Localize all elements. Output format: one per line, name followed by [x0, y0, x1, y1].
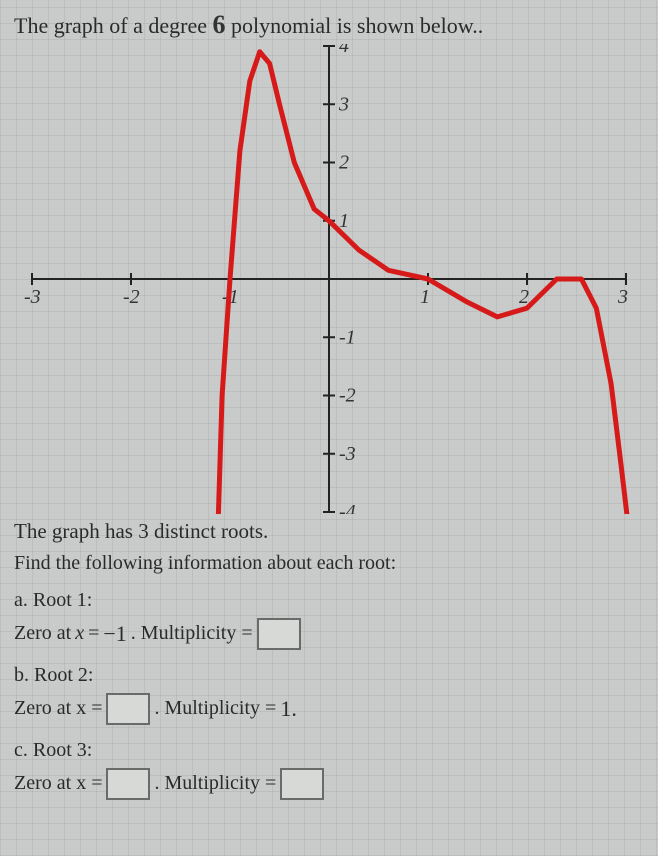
- root-c-mult-input[interactable]: [280, 768, 324, 800]
- root-b-mult-label: . Multiplicity =: [154, 697, 276, 720]
- root-a-mult-label: . Multiplicity =: [131, 622, 253, 645]
- roots-count-line: The graph has 3 distinct roots.: [14, 516, 644, 548]
- root-c-block: c. Root 3: Zero at x = . Multiplicity =: [14, 739, 644, 800]
- svg-text:4: 4: [339, 44, 349, 57]
- polynomial-graph: -3-2-1123-4-3-2-11234: [24, 44, 634, 514]
- root-b-given: 1.: [280, 696, 297, 722]
- svg-text:-3: -3: [339, 443, 356, 465]
- root-a-given: −1: [103, 621, 126, 647]
- title-post: polynomial is shown below..: [226, 13, 484, 38]
- root-c-zero-input[interactable]: [106, 768, 150, 800]
- svg-text:-2: -2: [339, 385, 356, 407]
- root-b-label: b. Root 2:: [14, 664, 644, 687]
- svg-text:1: 1: [339, 210, 349, 232]
- root-a-eq: =: [88, 622, 99, 645]
- root-c-mult-label: . Multiplicity =: [154, 772, 276, 795]
- roots-instruction-line: Find the following information about eac…: [14, 552, 644, 575]
- degree-number: 6: [213, 10, 226, 39]
- svg-text:3: 3: [617, 286, 628, 308]
- svg-text:-2: -2: [123, 286, 140, 308]
- svg-text:-4: -4: [339, 501, 356, 514]
- root-b-block: b. Root 2: Zero at x = . Multiplicity = …: [14, 664, 644, 725]
- root-b-zero-input[interactable]: [106, 693, 150, 725]
- svg-text:-1: -1: [339, 326, 356, 348]
- page-title: The graph of a degree 6 polynomial is sh…: [14, 10, 644, 40]
- root-c-label: c. Root 3:: [14, 739, 644, 762]
- root-c-zero-pre: Zero at x =: [14, 772, 102, 795]
- root-a-var: x: [75, 622, 84, 645]
- root-a-block: a. Root 1: Zero at x = −1 . Multiplicity…: [14, 589, 644, 650]
- root-a-zero-pre: Zero at: [14, 622, 71, 645]
- svg-text:-3: -3: [24, 286, 41, 308]
- title-pre: The graph of a degree: [14, 13, 213, 38]
- svg-text:1: 1: [420, 286, 430, 308]
- root-b-zero-pre: Zero at x =: [14, 697, 102, 720]
- root-a-mult-input[interactable]: [257, 618, 301, 650]
- svg-text:2: 2: [339, 152, 349, 174]
- svg-text:3: 3: [338, 93, 349, 115]
- graph-svg: -3-2-1123-4-3-2-11234: [24, 44, 634, 514]
- root-a-label: a. Root 1:: [14, 589, 644, 612]
